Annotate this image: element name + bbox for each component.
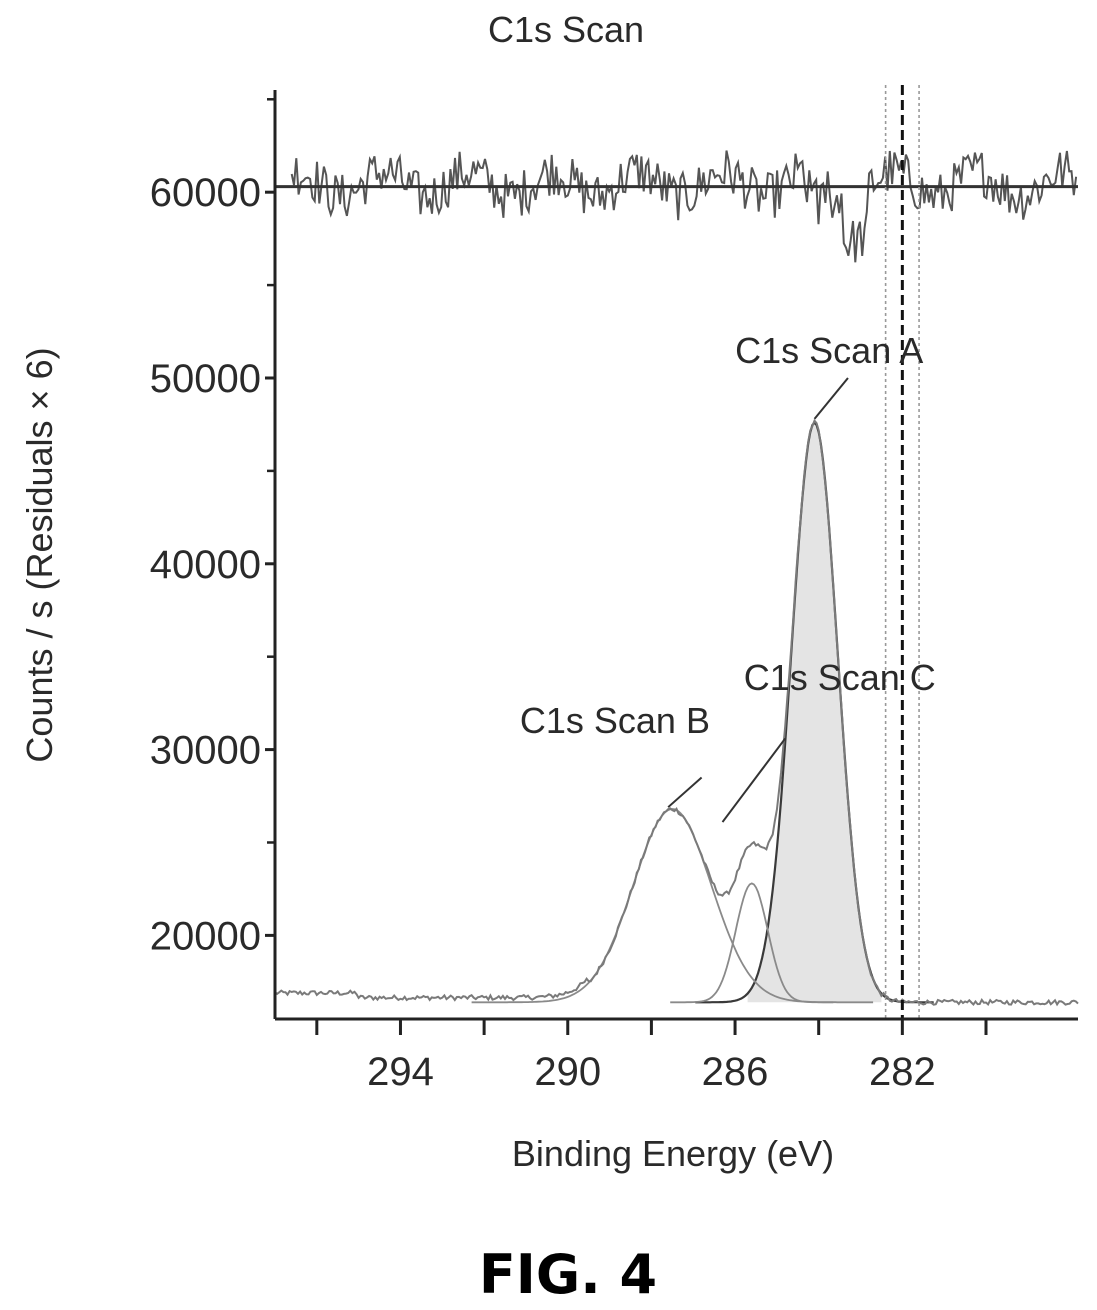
y-tick-label: 20000 (150, 914, 261, 958)
leader-c1s-scan-a (813, 377, 849, 420)
label-c1s-scan-b: C1s Scan B (520, 700, 710, 741)
label-c1s-scan-a: C1s Scan A (735, 330, 923, 371)
series-c1s-scan-c (670, 882, 834, 1004)
envelope-line (274, 418, 1079, 1007)
chart-title: C1s Scan (488, 9, 644, 50)
residuals-line (290, 150, 1078, 263)
x-tick-label: 294 (367, 1050, 434, 1094)
peak-a-shading (747, 422, 882, 1003)
y-tick-label: 40000 (150, 543, 261, 587)
leader-c1s-scan-b (667, 776, 703, 808)
label-c1s-scan-c: C1s Scan C (744, 657, 936, 698)
figure-label: FIG. 4 (479, 1243, 657, 1306)
x-axis-label: Binding Energy (eV) (512, 1133, 834, 1174)
plot-area: 20000 30000 40000 50000 60000 294 290 286 282 C1s… (150, 85, 1079, 1094)
y-tick-label: 60000 (150, 171, 261, 215)
x-tick-label: 290 (534, 1050, 601, 1094)
y-tick-label: 50000 (150, 357, 261, 401)
x-tick-label: 282 (869, 1050, 936, 1094)
y-axis-label: Counts / s (Residuals × 6) (19, 347, 60, 762)
leader-c1s-scan-c (721, 737, 787, 823)
y-tick-label: 30000 (150, 729, 261, 773)
x-tick-label: 286 (702, 1050, 769, 1094)
